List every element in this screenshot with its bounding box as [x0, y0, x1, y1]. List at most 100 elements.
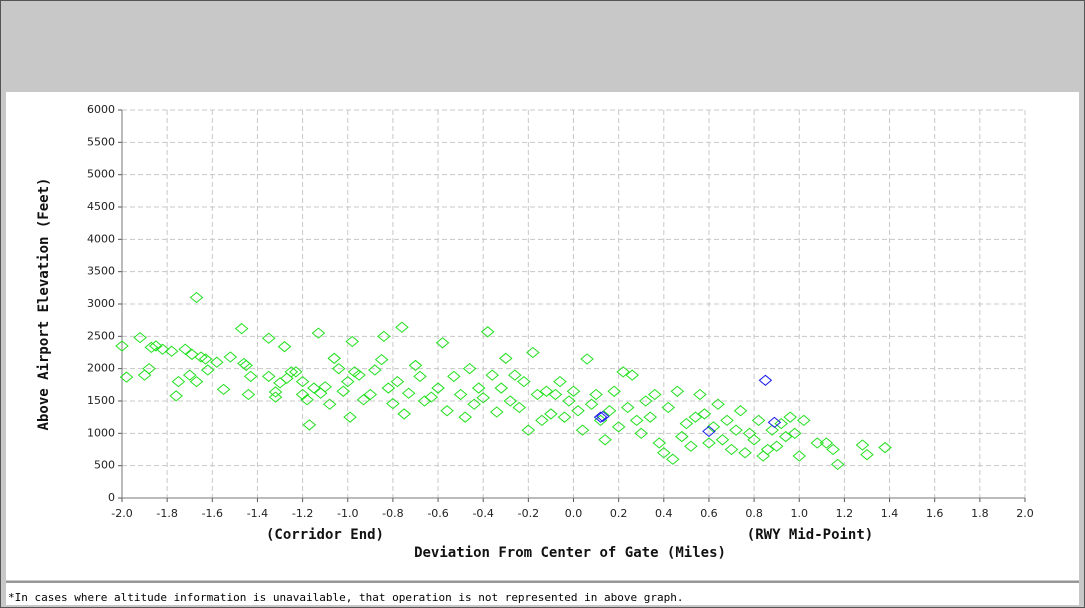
- point: [189, 375, 204, 388]
- point: [584, 398, 599, 410]
- point: [602, 405, 617, 417]
- footnote-panel: [6, 583, 1079, 605]
- point: [670, 385, 685, 397]
- x-axis-title: Deviation From Center of Gate (Miles): [414, 545, 726, 561]
- point: [521, 424, 536, 436]
- x-tick-label: 1.6: [926, 507, 944, 520]
- point: [241, 388, 256, 401]
- x-tick-label: 1.0: [791, 507, 809, 520]
- point: [580, 353, 594, 365]
- point: [526, 346, 540, 359]
- x-tick-label: -1.8: [156, 507, 177, 520]
- point: [661, 401, 676, 414]
- point: [185, 348, 199, 361]
- point: [261, 370, 276, 383]
- x-tick-label: 1.2: [836, 507, 854, 520]
- point: [517, 375, 531, 388]
- point: [566, 385, 581, 397]
- point: [182, 369, 197, 381]
- point: [476, 392, 490, 404]
- x-tick-label: 0.2: [610, 507, 628, 520]
- point: [544, 408, 558, 420]
- point: [787, 427, 802, 439]
- point: [397, 408, 411, 420]
- y-tick-label: 6000: [87, 103, 115, 116]
- point: [598, 434, 612, 446]
- point: [424, 391, 439, 403]
- point: [458, 411, 472, 423]
- x-tick-label: 0.8: [745, 507, 763, 520]
- x-tick-label: -0.2: [518, 507, 539, 520]
- point: [647, 388, 662, 401]
- point: [381, 382, 396, 394]
- point: [679, 417, 694, 430]
- point: [164, 345, 179, 357]
- point: [575, 424, 590, 436]
- point: [758, 374, 773, 386]
- point: [340, 375, 355, 388]
- point: [322, 398, 337, 410]
- point: [462, 363, 477, 375]
- point: [119, 371, 134, 383]
- point: [830, 458, 845, 471]
- point: [810, 437, 825, 449]
- point: [512, 401, 527, 414]
- point: [625, 369, 639, 381]
- point: [530, 388, 545, 401]
- point: [548, 388, 563, 401]
- point: [277, 341, 292, 353]
- point: [302, 419, 317, 431]
- point: [198, 353, 213, 365]
- point: [327, 352, 341, 364]
- point: [535, 414, 549, 427]
- x-tick-label: -0.4: [472, 507, 493, 520]
- point: [571, 405, 585, 417]
- point: [223, 351, 238, 363]
- y-tick-label: 3000: [87, 297, 115, 310]
- point: [171, 375, 186, 388]
- point: [706, 421, 721, 433]
- x-tick-label: 2.0: [1016, 507, 1034, 520]
- y-tick-label: 500: [94, 459, 115, 472]
- point: [480, 326, 495, 338]
- x-tick-label: -0.6: [427, 507, 448, 520]
- point: [189, 291, 204, 304]
- point: [539, 385, 554, 397]
- point: [596, 410, 610, 423]
- point: [593, 411, 608, 423]
- point: [401, 387, 416, 399]
- point: [144, 341, 159, 353]
- point: [769, 440, 784, 452]
- point: [440, 405, 454, 417]
- point: [697, 408, 712, 420]
- point: [311, 327, 326, 339]
- x-tick-label: 1.4: [881, 507, 899, 520]
- point: [634, 427, 649, 439]
- x-tick-label: 0.6: [700, 507, 718, 520]
- point: [471, 382, 486, 394]
- point: [307, 382, 321, 394]
- x-tick-label: 1.8: [971, 507, 989, 520]
- point: [778, 430, 793, 443]
- point: [336, 385, 351, 397]
- point: [760, 443, 775, 456]
- point: [343, 411, 357, 423]
- point: [363, 388, 378, 401]
- point: [133, 331, 147, 344]
- x-tick-label: -1.6: [202, 507, 223, 520]
- point: [447, 370, 461, 383]
- point: [345, 335, 360, 348]
- point: [792, 450, 807, 462]
- point: [149, 340, 163, 352]
- y-tick-label: 4500: [87, 200, 115, 213]
- x-tick-label: -0.8: [382, 507, 403, 520]
- x-tick-label: 0.4: [655, 507, 673, 520]
- point: [657, 447, 671, 459]
- point: [702, 437, 716, 449]
- point: [767, 416, 782, 428]
- annotation: (Corridor End): [266, 527, 384, 543]
- point: [243, 370, 258, 383]
- point: [620, 401, 635, 414]
- point: [295, 375, 310, 388]
- point: [115, 340, 129, 352]
